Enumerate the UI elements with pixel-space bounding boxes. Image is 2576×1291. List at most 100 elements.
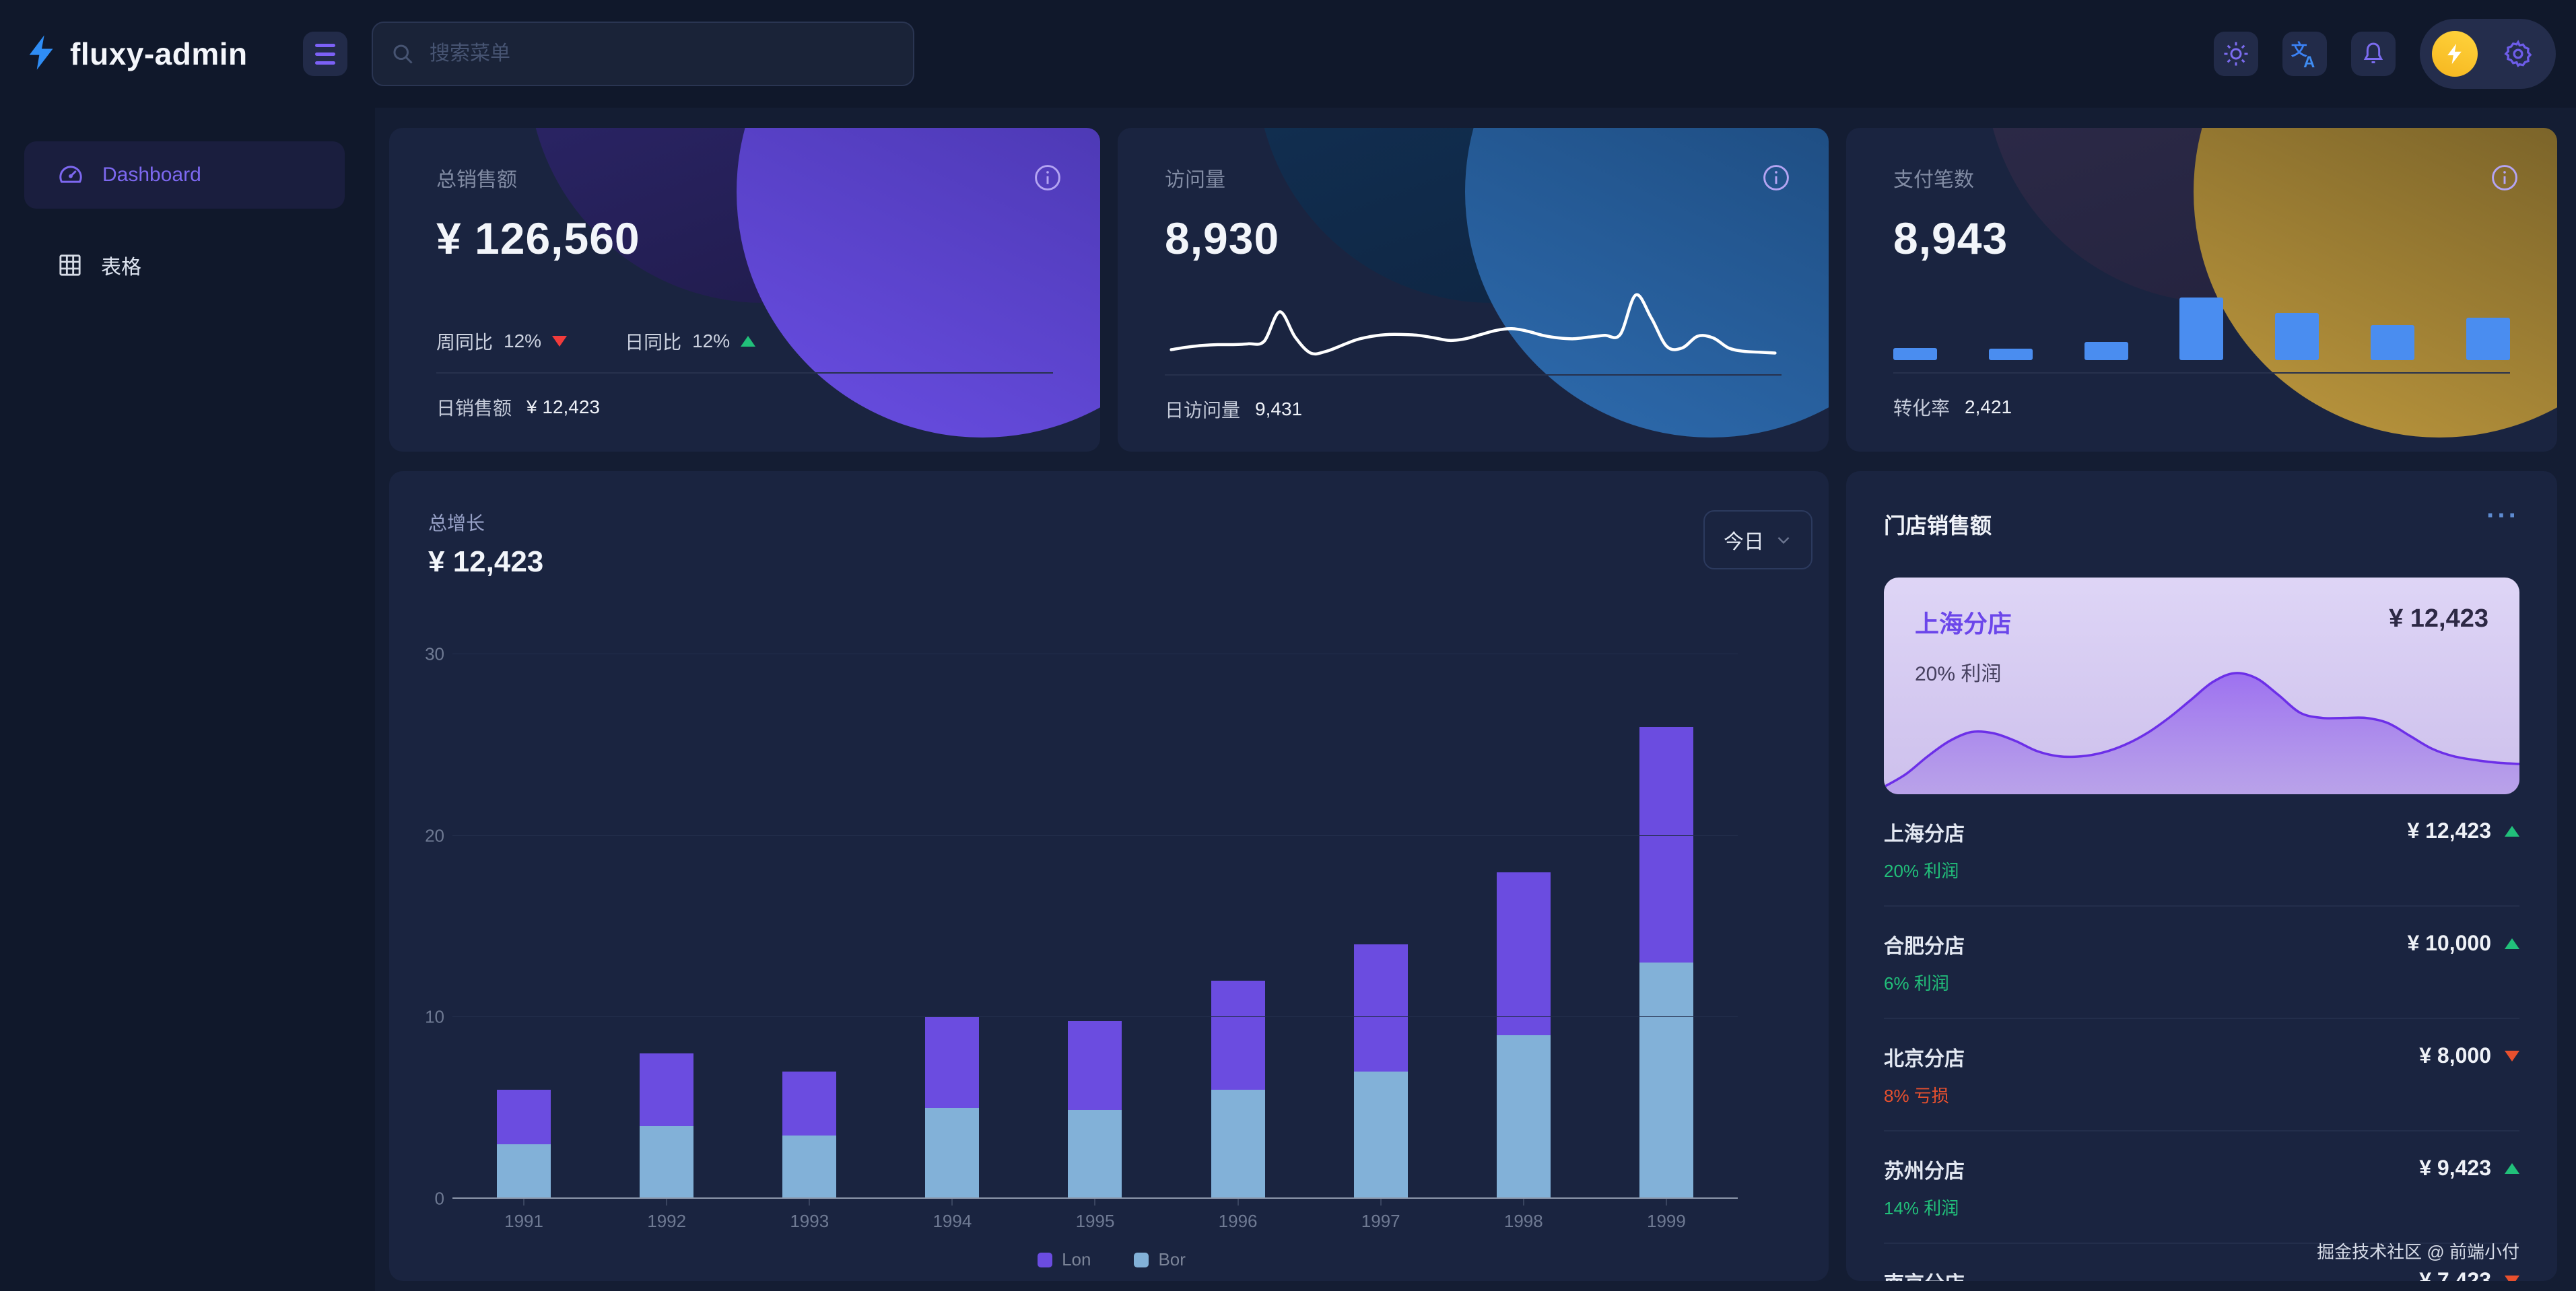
metric-value: 12% (692, 330, 731, 351)
sidebar: Dashboard 表格 (0, 108, 375, 1291)
theme-toggle-button[interactable] (2214, 32, 2258, 76)
y-axis-tick: 30 (425, 643, 444, 664)
bar-segment-Lon (782, 1072, 837, 1136)
bar-group-1999[interactable] (1639, 654, 1693, 1199)
notifications-button[interactable] (2351, 32, 2396, 76)
info-icon[interactable] (2490, 163, 2519, 196)
bar-segment-Lon (1211, 981, 1265, 1090)
total-growth-card: 总增长 ¥ 12,423 今日 0 10 20 30 1991 1992 1993 1994… (389, 471, 1829, 1281)
store-value: ¥ 7,423 (2419, 1268, 2491, 1281)
store-area-chart (1884, 652, 2519, 794)
store-row[interactable]: 上海分店 20% 利润 ¥ 12,423 (1884, 794, 2519, 907)
visits-card: 访问量 8,930 日访问量 9,431 (1118, 128, 1829, 452)
bar-group-1997[interactable] (1353, 654, 1408, 1199)
store-profit: 20% 利润 (1884, 861, 1959, 881)
featured-store-value: ¥ 12,423 (2389, 604, 2488, 633)
store-value: ¥ 9,423 (2419, 1156, 2491, 1180)
sidebar-item-dashboard[interactable]: Dashboard (24, 141, 345, 209)
more-options-icon[interactable]: ··· (2486, 501, 2519, 530)
x-axis-label: 1991 (497, 1199, 551, 1232)
store-value: ¥ 10,000 (2407, 931, 2491, 955)
gear-icon[interactable] (2503, 39, 2533, 69)
metric-label: 周同比 (436, 332, 494, 353)
store-profit: 6% 利润 (1884, 973, 1949, 993)
growth-value: ¥ 12,423 (428, 545, 544, 578)
bar-segment-Bor (925, 1108, 980, 1199)
featured-store-card[interactable]: 上海分店 20% 利润 ¥ 12,423 (1884, 578, 2519, 794)
top-navbar: fluxy-admin 文A (0, 0, 2576, 108)
store-row[interactable]: 苏州分店 14% 利润 ¥ 9,423 (1884, 1131, 2519, 1244)
stacked-bar-chart: 0 10 20 30 (425, 644, 1738, 1209)
payments-value: 8,943 (1893, 213, 2008, 263)
sidebar-item-label: 表格 (101, 256, 141, 279)
total-sales-card: 总销售额 ¥ 126,560 周同比 12% 日同比 12% (389, 128, 1100, 452)
featured-store-profit: 20% 利润 (1915, 663, 2002, 685)
store-row[interactable]: 合肥分店 6% 利润 ¥ 10,000 (1884, 907, 2519, 1019)
collapse-menu-button[interactable] (303, 32, 347, 76)
trend-up-icon (2505, 938, 2519, 949)
x-axis-label: 1993 (782, 1199, 836, 1232)
bar-group-1995[interactable] (1068, 654, 1122, 1199)
store-value: ¥ 8,000 (2419, 1043, 2491, 1068)
avatar-lightning-icon (2447, 43, 2462, 65)
bar-group-1993[interactable] (782, 654, 837, 1199)
visits-sparkline (1165, 264, 1782, 374)
logo-lightning-icon (27, 34, 57, 73)
y-axis-tick: 10 (425, 1006, 444, 1027)
logo: fluxy-admin (0, 34, 303, 73)
bell-icon (2363, 42, 2383, 63)
trend-down-icon (2505, 1275, 2519, 1281)
bar-group-1992[interactable] (640, 654, 694, 1199)
date-range-select[interactable]: 今日 (1703, 510, 1812, 569)
svg-text:文: 文 (2291, 40, 2307, 59)
x-axis-label: 1997 (1354, 1199, 1408, 1232)
divider (436, 372, 1053, 374)
hamburger-icon (315, 43, 335, 65)
footer-value: 2,421 (1965, 396, 2012, 417)
bar-segment-Lon (1353, 944, 1408, 1072)
sales-metrics: 周同比 12% 日同比 12% (436, 328, 756, 355)
legend-item-Lon[interactable]: Lon (1038, 1249, 1091, 1270)
bar-segment-Bor (640, 1126, 694, 1199)
mini-bar (2275, 313, 2319, 360)
x-axis-label: 1999 (1639, 1199, 1693, 1232)
x-axis-labels: 1991 1992 1993 1994 1995 1996 1997 1998 1999 (452, 1199, 1738, 1232)
logo-text: fluxy-admin (70, 36, 248, 71)
card-title: 访问量 (1165, 169, 1225, 191)
payments-mini-bar-chart (1893, 293, 2510, 360)
sidebar-item-table[interactable]: 表格 (24, 232, 345, 299)
mini-bar (2084, 342, 2128, 360)
card-title: 支付笔数 (1893, 169, 1974, 191)
search-input[interactable] (372, 22, 914, 86)
store-sales-title: 门店销售额 (1884, 514, 1992, 538)
trend-down-icon (552, 336, 568, 347)
bar-group-1996[interactable] (1211, 654, 1265, 1199)
bar-segment-Lon (640, 1053, 694, 1127)
speedometer-icon (59, 166, 82, 183)
bar-group-1991[interactable] (497, 654, 551, 1199)
bar-segment-Bor (782, 1135, 837, 1199)
store-row[interactable]: 北京分店 8% 亏损 ¥ 8,000 (1884, 1019, 2519, 1131)
info-icon[interactable] (1033, 163, 1062, 196)
mini-bar (1893, 348, 1937, 360)
info-icon[interactable] (1761, 163, 1791, 196)
store-name: 苏州分店 (1884, 1160, 1965, 1183)
store-name: 合肥分店 (1884, 936, 1965, 958)
legend-item-Bor[interactable]: Bor (1134, 1249, 1186, 1270)
table-grid-icon (59, 254, 81, 276)
bar-group-1994[interactable] (925, 654, 980, 1199)
store-row[interactable]: 南京分店 6% 亏损 ¥ 7,423 (1884, 1244, 2519, 1281)
x-axis-label: 1992 (640, 1199, 693, 1232)
metric-label: 日同比 (625, 332, 682, 353)
store-loss: 8% 亏损 (1884, 1086, 1949, 1106)
bar-segment-Bor (1068, 1109, 1122, 1199)
footer-value: 9,431 (1255, 398, 1303, 419)
bar-segment-Bor (1639, 963, 1693, 1199)
bar-group-1998[interactable] (1496, 654, 1551, 1199)
user-menu[interactable] (2420, 19, 2556, 89)
featured-store-name: 上海分店 (1915, 610, 2012, 637)
divider (1893, 372, 2510, 374)
mini-bar (2371, 325, 2415, 360)
